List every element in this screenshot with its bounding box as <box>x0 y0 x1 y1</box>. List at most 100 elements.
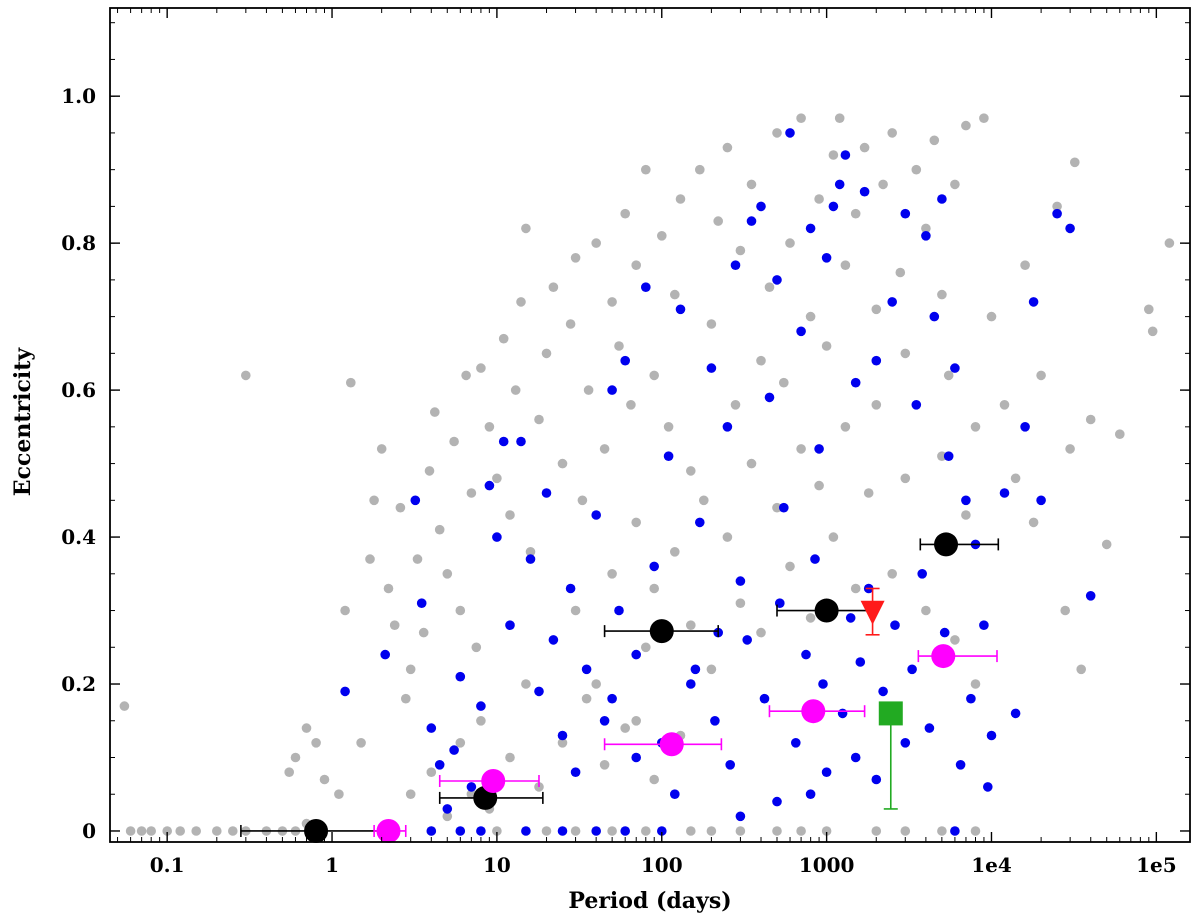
data-point <box>591 238 601 248</box>
data-point <box>476 716 486 726</box>
y-tick-label: 0.8 <box>61 231 96 255</box>
x-tick-label: 100 <box>641 853 683 877</box>
data-point <box>591 826 601 836</box>
data-point <box>937 451 947 462</box>
data-point <box>730 260 741 271</box>
data-point <box>821 341 832 351</box>
data-point <box>921 223 931 234</box>
data-point <box>686 466 696 476</box>
data-point <box>805 311 816 322</box>
data-point <box>492 532 502 542</box>
data-point <box>607 693 617 704</box>
data-point <box>818 679 828 689</box>
data-point <box>924 723 935 733</box>
bin-marker <box>814 598 839 623</box>
data-point <box>471 642 482 653</box>
data-point <box>1020 422 1030 432</box>
data-point <box>626 400 636 410</box>
data-point <box>699 495 709 506</box>
y-axis-label: Eccentricity <box>10 347 36 497</box>
data-point <box>449 436 459 447</box>
data-point <box>713 216 723 226</box>
data-point <box>759 693 770 704</box>
data-point <box>900 208 911 219</box>
data-point <box>405 664 416 675</box>
data-point <box>895 267 906 278</box>
data-point <box>1028 517 1039 528</box>
data-point <box>756 201 766 212</box>
data-point <box>241 370 251 381</box>
data-point <box>961 510 971 520</box>
bin-marker <box>659 732 684 757</box>
data-point <box>911 164 922 175</box>
data-point <box>1028 297 1039 307</box>
data-point <box>710 716 720 726</box>
bin-marker <box>304 818 329 843</box>
data-point <box>850 583 861 594</box>
x-tick-label: 1e5 <box>1136 853 1177 877</box>
data-point <box>455 605 466 616</box>
data-point <box>814 444 824 454</box>
data-point <box>557 738 568 748</box>
data-point <box>581 664 592 675</box>
data-point <box>631 517 641 528</box>
data-point <box>845 613 856 623</box>
data-point <box>859 142 870 153</box>
data-point <box>955 760 966 770</box>
data-point <box>591 679 601 689</box>
data-point <box>821 826 832 836</box>
data-point <box>1115 429 1125 440</box>
data-point <box>746 458 757 469</box>
data-point <box>319 774 330 785</box>
data-point <box>814 480 824 491</box>
data-point <box>828 150 839 160</box>
data-point <box>785 128 795 138</box>
data-point <box>311 738 321 748</box>
data-point <box>943 451 954 462</box>
data-point <box>871 774 882 785</box>
data-point <box>871 304 882 315</box>
data-point <box>380 649 391 660</box>
data-point <box>505 510 515 520</box>
data-point <box>412 554 423 564</box>
data-point <box>442 804 453 814</box>
data-point <box>510 385 521 395</box>
data-point <box>850 752 861 763</box>
data-point <box>950 363 960 373</box>
data-point <box>756 627 766 638</box>
data-point <box>796 826 806 836</box>
data-point <box>1070 157 1080 168</box>
data-point <box>599 760 610 770</box>
data-point <box>525 554 536 564</box>
triangle-marker <box>860 600 885 625</box>
data-point <box>690 664 701 675</box>
data-point <box>290 752 301 763</box>
data-point <box>434 760 445 770</box>
data-point <box>649 774 659 785</box>
data-point <box>641 164 651 175</box>
data-point <box>950 179 960 190</box>
data-point <box>772 502 782 513</box>
data-point <box>620 826 630 836</box>
data-point <box>821 767 832 777</box>
data-point <box>548 282 559 293</box>
x-axis-ticks: 0.1 1 10 100 1000 1e4 1e5 <box>117 8 1177 877</box>
data-point <box>541 826 552 836</box>
data-point <box>426 826 437 836</box>
data-point <box>878 179 888 190</box>
data-point <box>484 480 495 491</box>
data-point <box>695 164 705 175</box>
data-point <box>756 355 766 366</box>
data-point <box>340 605 350 616</box>
x-tick-label: 10 <box>483 853 511 877</box>
data-point <box>534 414 544 425</box>
data-point <box>850 208 861 219</box>
data-point <box>961 120 971 131</box>
data-point <box>641 282 651 293</box>
data-point <box>498 436 509 447</box>
data-point <box>900 738 911 748</box>
data-point <box>900 473 911 484</box>
data-point <box>466 782 477 792</box>
data-point <box>855 657 866 667</box>
